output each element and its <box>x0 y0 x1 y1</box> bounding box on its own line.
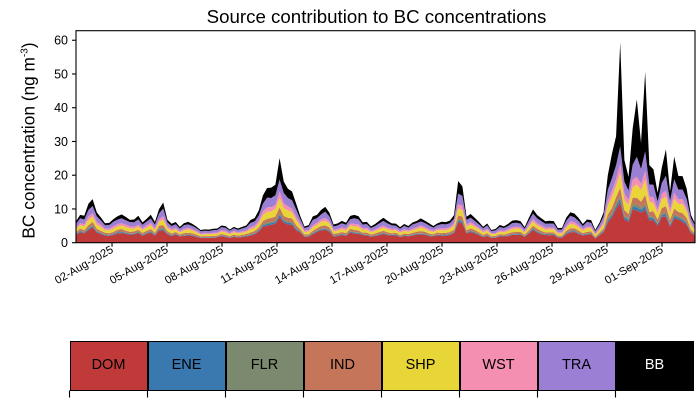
svg-text:40: 40 <box>54 101 68 115</box>
svg-text:23-Aug-2025: 23-Aug-2025 <box>438 244 501 287</box>
svg-text:10: 10 <box>54 202 68 216</box>
svg-text:60: 60 <box>54 34 68 48</box>
svg-text:0: 0 <box>61 236 68 250</box>
svg-text:50: 50 <box>54 67 68 81</box>
svg-text:11-Aug-2025: 11-Aug-2025 <box>219 244 281 287</box>
svg-text:30: 30 <box>54 135 68 149</box>
svg-text:20: 20 <box>54 169 68 183</box>
svg-text:29-Aug-2025: 29-Aug-2025 <box>548 244 611 287</box>
svg-text:02-Aug-2025: 02-Aug-2025 <box>53 244 116 287</box>
svg-text:26-Aug-2025: 26-Aug-2025 <box>493 244 556 287</box>
svg-text:01-Sep-2025: 01-Sep-2025 <box>603 244 666 287</box>
svg-text:20-Aug-2025: 20-Aug-2025 <box>383 244 446 287</box>
svg-text:05-Aug-2025: 05-Aug-2025 <box>108 244 171 287</box>
svg-text:08-Aug-2025: 08-Aug-2025 <box>163 244 226 287</box>
svg-text:17-Aug-2025: 17-Aug-2025 <box>328 244 391 287</box>
svg-text:14-Aug-2025: 14-Aug-2025 <box>273 244 336 287</box>
